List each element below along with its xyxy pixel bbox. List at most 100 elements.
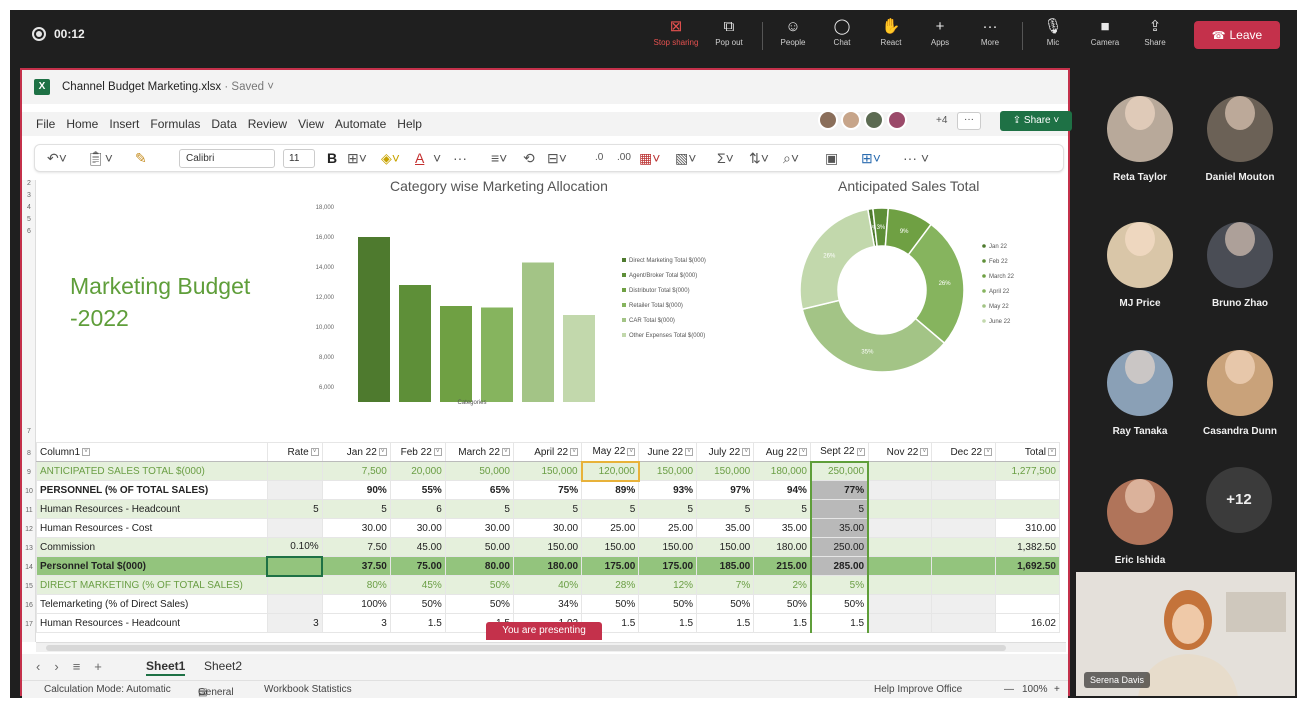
- table-cell[interactable]: 250,000: [809, 460, 870, 481]
- participant-tile[interactable]: Reta Taylor: [1090, 84, 1190, 183]
- table-cell[interactable]: 94%: [753, 480, 812, 500]
- table-cell[interactable]: 5: [321, 499, 391, 519]
- donut-chart[interactable]: 1% Jan 22 3% Feb 22 9% March 22 26% April 22 35%…: [782, 200, 1062, 400]
- table-cell[interactable]: [867, 613, 933, 633]
- react-button[interactable]: ✋ React: [870, 16, 912, 58]
- table-cell[interactable]: 5: [638, 499, 698, 519]
- table-cell[interactable]: 35.00: [809, 518, 870, 538]
- wrap-text-icon[interactable]: ⟲: [523, 150, 535, 166]
- row-number[interactable]: 15: [25, 583, 33, 590]
- table-cell[interactable]: 25.00: [638, 518, 698, 538]
- chat-button[interactable]: ◯ Chat: [821, 16, 863, 58]
- column-header[interactable]: Nov 22 ˅: [867, 442, 933, 462]
- bar[interactable]: [399, 285, 431, 402]
- row-label-cell[interactable]: Telemarketing (% of Direct Sales): [36, 594, 268, 614]
- row-number[interactable]: 12: [25, 526, 33, 533]
- column-header[interactable]: Column1 ˅: [36, 442, 268, 462]
- menu-item[interactable]: Automate: [334, 117, 387, 131]
- bar[interactable]: [522, 262, 554, 403]
- table-cell[interactable]: 180.00: [753, 537, 812, 557]
- format-painter-icon[interactable]: ✎: [135, 150, 147, 166]
- table-cell[interactable]: 50%: [444, 575, 514, 595]
- total-cell[interactable]: [995, 594, 1060, 614]
- filter-dropdown-icon[interactable]: ˅: [82, 447, 91, 456]
- table-cell[interactable]: 50,000: [444, 461, 514, 481]
- row-number[interactable]: 6: [27, 228, 31, 235]
- table-cell[interactable]: 180,000: [753, 461, 812, 481]
- row-label-cell[interactable]: ANTICIPATED SALES TOTAL $(000): [36, 461, 268, 481]
- table-cell[interactable]: 28%: [581, 575, 640, 595]
- total-cell[interactable]: 1,382.50: [995, 537, 1060, 557]
- total-cell[interactable]: 310.00: [995, 518, 1060, 538]
- table-cell[interactable]: [931, 537, 997, 557]
- font-color-icon[interactable]: A: [415, 150, 425, 166]
- table-cell[interactable]: 25.00: [581, 518, 640, 538]
- table-cell[interactable]: [931, 575, 997, 595]
- scrollbar-thumb[interactable]: [46, 645, 1006, 651]
- table-cell[interactable]: [931, 461, 997, 481]
- row-number[interactable]: 16: [25, 602, 33, 609]
- format-table-icon[interactable]: ▧˅: [675, 150, 697, 166]
- column-header[interactable]: June 22 ˅: [638, 442, 698, 462]
- more-participants-button[interactable]: +12: [1206, 467, 1272, 533]
- table-cell[interactable]: [931, 613, 997, 633]
- menu-item[interactable]: Formulas: [150, 117, 201, 131]
- share-button[interactable]: ⇪ Share: [1134, 16, 1176, 58]
- table-cell[interactable]: 5: [696, 499, 755, 519]
- filter-dropdown-icon[interactable]: ˅: [742, 447, 751, 456]
- row-number[interactable]: 8: [27, 450, 31, 457]
- rate-cell[interactable]: [266, 461, 323, 481]
- table-cell[interactable]: 100%: [321, 594, 391, 614]
- apps-button[interactable]: + Apps: [919, 16, 961, 58]
- table-cell[interactable]: 7,500: [321, 461, 391, 481]
- table-cell[interactable]: 5: [581, 499, 640, 519]
- table-cell[interactable]: 285.00: [809, 556, 870, 576]
- menu-item[interactable]: Insert: [109, 117, 140, 131]
- filter-dropdown-icon[interactable]: ˅: [310, 447, 319, 456]
- total-cell[interactable]: [995, 480, 1060, 500]
- table-cell[interactable]: 89%: [581, 480, 640, 500]
- table-cell[interactable]: 150.00: [696, 537, 755, 557]
- column-header[interactable]: Aug 22 ˅: [753, 442, 812, 462]
- table-cell[interactable]: 45.00: [389, 537, 446, 557]
- table-cell[interactable]: 215.00: [753, 556, 812, 576]
- table-cell[interactable]: 1.5: [753, 613, 812, 633]
- table-cell[interactable]: 30.00: [444, 518, 514, 538]
- table-cell[interactable]: 5: [809, 499, 870, 519]
- column-header[interactable]: July 22 ˅: [696, 442, 755, 462]
- table-cell[interactable]: 5: [512, 499, 583, 519]
- calc-mode[interactable]: Calculation Mode: Automatic: [44, 684, 171, 695]
- table-cell[interactable]: 150.00: [638, 537, 698, 557]
- bar-chart[interactable]: 6,000 8,000 10,000 12,000 14,000 16,000 18,000…: [292, 192, 762, 412]
- table-cell[interactable]: [867, 499, 933, 519]
- bar[interactable]: [563, 315, 595, 402]
- row-number[interactable]: 5: [27, 216, 31, 223]
- table-cell[interactable]: 75%: [512, 480, 583, 500]
- increase-decimal-icon[interactable]: .0: [595, 152, 604, 163]
- row-number[interactable]: 3: [27, 192, 31, 199]
- mic-button[interactable]: 🎙︎ Mic: [1032, 16, 1074, 58]
- budget-table[interactable]: Column1 ˅ Rate ˅ Jan 22 ˅ Feb 22 ˅ March 22 ˅ Apri…: [36, 442, 1060, 633]
- worksheet[interactable]: 2 3 4 5 6 7 8 9 10 11 12 13 14 15 16 17 Marketing Budge…: [22, 180, 1068, 642]
- table-cell[interactable]: [867, 518, 933, 538]
- all-sheets-icon[interactable]: ≡: [72, 659, 81, 674]
- row-number[interactable]: 2: [27, 180, 31, 187]
- table-cell[interactable]: 12%: [638, 575, 698, 595]
- table-cell[interactable]: 50%: [638, 594, 698, 614]
- row-number[interactable]: 10: [25, 488, 33, 495]
- table-cell[interactable]: 1.5: [389, 613, 446, 633]
- row-label-cell[interactable]: Human Resources - Headcount: [36, 499, 268, 519]
- filter-dropdown-icon[interactable]: ˅: [627, 447, 636, 456]
- participant-tile[interactable]: Casandra Dunn: [1190, 338, 1290, 437]
- column-header[interactable]: Dec 22 ˅: [931, 442, 997, 462]
- total-cell[interactable]: 1,692.50: [995, 556, 1060, 576]
- leave-button[interactable]: ☎ Leave: [1194, 21, 1280, 49]
- paste-icon[interactable]: 📋︎˅: [87, 150, 113, 166]
- row-label-cell[interactable]: Human Resources - Cost: [36, 518, 268, 538]
- rate-cell[interactable]: 0.10%: [266, 537, 323, 557]
- row-label-cell[interactable]: Commission: [36, 537, 268, 557]
- pop-out-button[interactable]: ⧉ Pop out: [708, 16, 750, 58]
- autosum-icon[interactable]: Σ˅: [717, 150, 734, 166]
- filter-dropdown-icon[interactable]: ˅: [570, 447, 579, 456]
- menu-item[interactable]: File: [36, 117, 56, 131]
